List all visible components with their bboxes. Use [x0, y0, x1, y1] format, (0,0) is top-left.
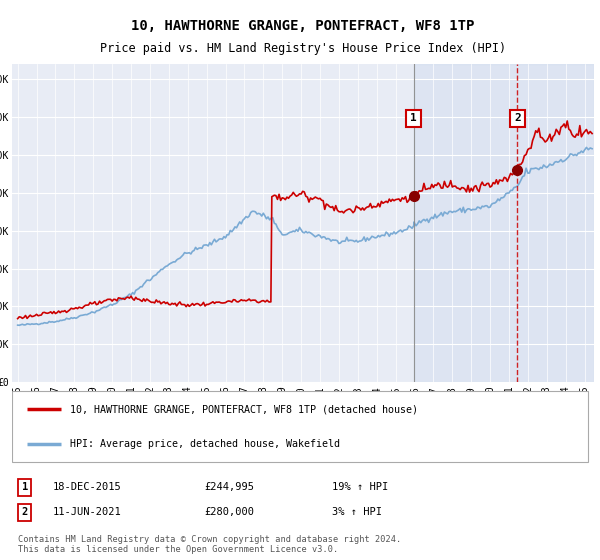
Text: Price paid vs. HM Land Registry's House Price Index (HPI): Price paid vs. HM Land Registry's House …: [100, 42, 506, 55]
Text: 1: 1: [22, 482, 28, 492]
Text: 3% ↑ HPI: 3% ↑ HPI: [332, 507, 382, 517]
Text: £280,000: £280,000: [204, 507, 254, 517]
Text: 11-JUN-2021: 11-JUN-2021: [53, 507, 121, 517]
Text: 2: 2: [22, 507, 28, 517]
Text: 2: 2: [514, 113, 521, 123]
Text: 10, HAWTHORNE GRANGE, PONTEFRACT, WF8 1TP: 10, HAWTHORNE GRANGE, PONTEFRACT, WF8 1T…: [131, 18, 475, 32]
Text: Contains HM Land Registry data © Crown copyright and database right 2024.
This d: Contains HM Land Registry data © Crown c…: [18, 535, 401, 554]
FancyBboxPatch shape: [12, 391, 588, 461]
Text: £244,995: £244,995: [204, 482, 254, 492]
Text: 1: 1: [410, 113, 417, 123]
Text: 19% ↑ HPI: 19% ↑ HPI: [332, 482, 388, 492]
Text: 18-DEC-2015: 18-DEC-2015: [53, 482, 121, 492]
Text: 10, HAWTHORNE GRANGE, PONTEFRACT, WF8 1TP (detached house): 10, HAWTHORNE GRANGE, PONTEFRACT, WF8 1T…: [70, 404, 418, 414]
Bar: [414, 64, 594, 382]
Text: HPI: Average price, detached house, Wakefield: HPI: Average price, detached house, Wake…: [70, 438, 340, 449]
